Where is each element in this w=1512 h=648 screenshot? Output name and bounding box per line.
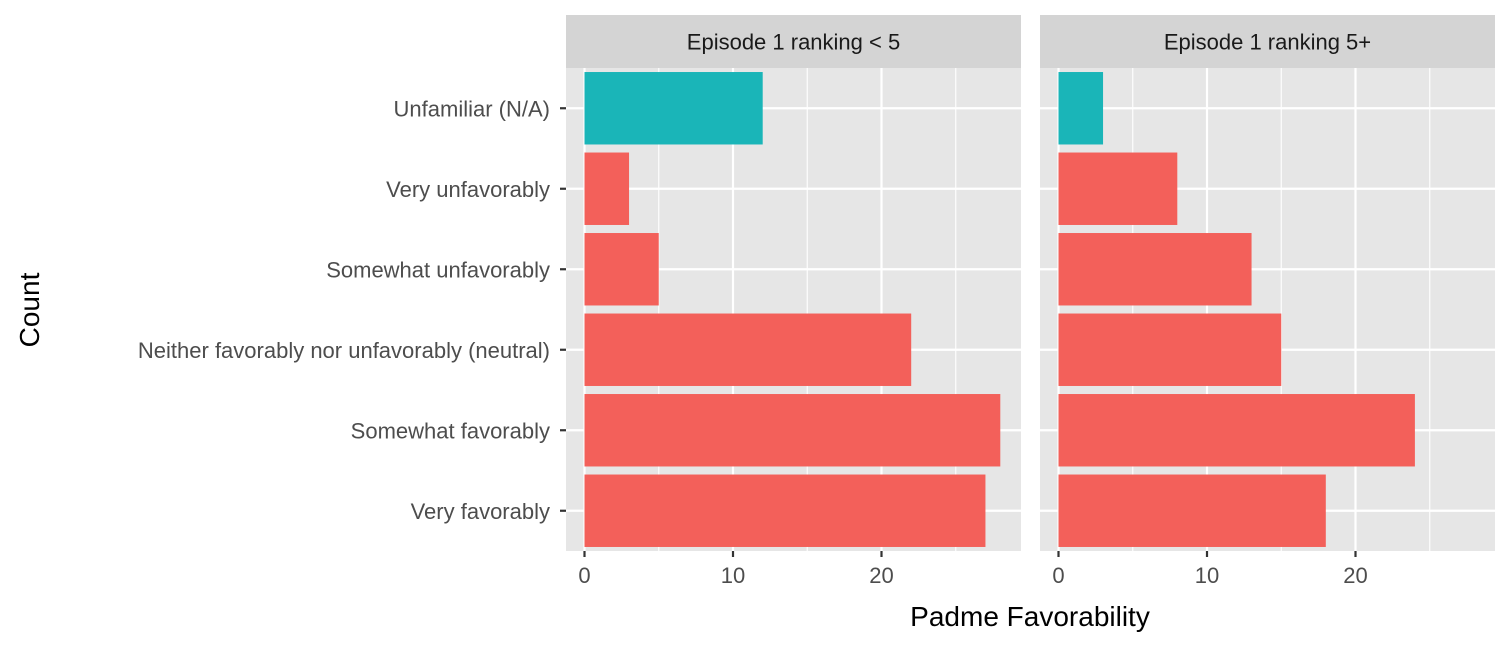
x-tick-label: 0	[1052, 563, 1064, 588]
facet-panel-1: Episode 1 ranking < 5 0 10 20	[566, 15, 1021, 588]
y-axis: Unfamiliar (N/A) Very unfavorably Somewhat…	[138, 96, 566, 524]
x-tick-label: 20	[1343, 563, 1367, 588]
bar-3	[584, 233, 659, 306]
x-tick-label: 10	[721, 563, 745, 588]
y-tick-label: Somewhat favorably	[351, 418, 550, 443]
x-tick-label: 20	[869, 563, 893, 588]
facet-strip-label: Episode 1 ranking < 5	[687, 30, 900, 55]
x-tick-label: 10	[1195, 563, 1219, 588]
y-tick-label: Somewhat unfavorably	[326, 257, 550, 282]
bar-1	[1058, 72, 1104, 145]
bar-6	[584, 474, 986, 547]
bar-5	[1058, 394, 1415, 467]
bar-4	[584, 313, 912, 386]
y-tick-label: Neither favorably nor unfavorably (neutr…	[138, 338, 550, 363]
bar-1	[584, 72, 763, 145]
x-tick-label: 0	[578, 563, 590, 588]
y-tick-label: Unfamiliar (N/A)	[394, 96, 550, 121]
facet-strip	[1040, 15, 1495, 68]
facet-strip	[566, 15, 1021, 68]
panel-background	[1040, 68, 1495, 551]
facet-panel-2: Episode 1 ranking 5+ 0 10 20	[1040, 15, 1495, 588]
panel-background	[566, 68, 1021, 551]
bar-4	[1058, 313, 1282, 386]
y-axis-title: Count	[14, 272, 45, 347]
facet-strip-label: Episode 1 ranking 5+	[1164, 30, 1371, 55]
x-axis-title: Padme Favorability	[910, 601, 1150, 632]
bar-3	[1058, 233, 1252, 306]
bar-5	[584, 394, 1001, 467]
bar-2	[584, 152, 630, 225]
y-tick-label: Very favorably	[411, 499, 550, 524]
bar-2	[1058, 152, 1178, 225]
y-tick-label: Very unfavorably	[386, 177, 550, 202]
bar-6	[1058, 474, 1326, 547]
